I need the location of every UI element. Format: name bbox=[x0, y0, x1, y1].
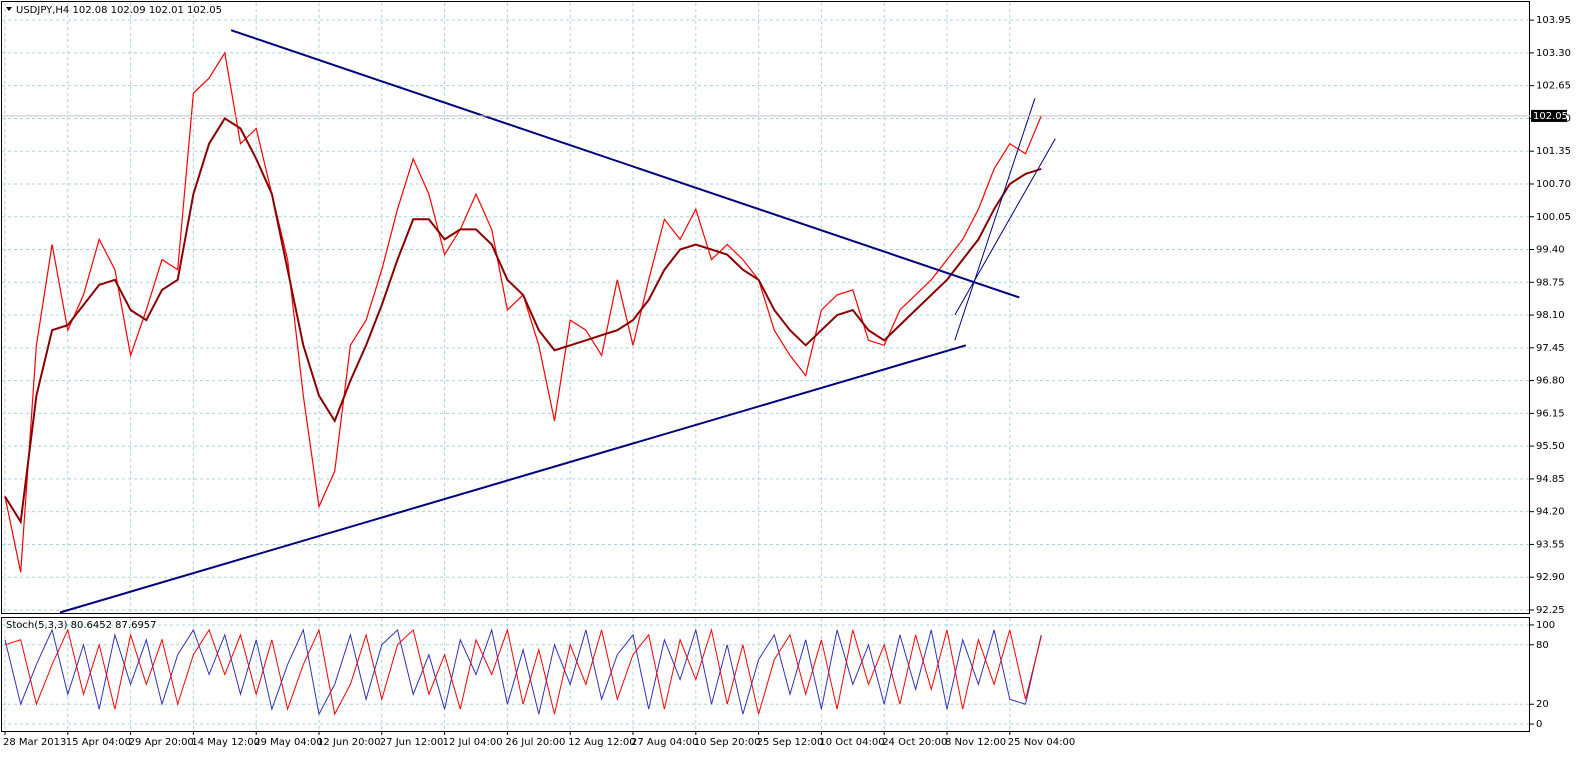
x-tick-label: 29 May 04:00 bbox=[254, 737, 323, 748]
y-tick-label: 95.50 bbox=[1536, 441, 1565, 452]
y-tick-label: 99.40 bbox=[1536, 245, 1565, 256]
y-tick-label: 103.30 bbox=[1536, 48, 1571, 59]
last-price-box bbox=[1531, 109, 1567, 122]
symbol-info: USDJPY,H4 102.08 102.09 102.01 102.05 bbox=[16, 5, 222, 16]
x-tick-label: 29 Apr 20:00 bbox=[129, 737, 194, 748]
x-tick-label: 10 Sep 20:00 bbox=[694, 737, 761, 748]
last-price-label: 102.05 bbox=[1533, 111, 1568, 122]
y-tick-label: 103.95 bbox=[1536, 15, 1571, 26]
series-line bbox=[4, 627, 1042, 716]
y-tick-label: 98.75 bbox=[1536, 277, 1565, 288]
x-tick-label: 25 Nov 04:00 bbox=[1008, 737, 1075, 748]
y-tick-label: 94.20 bbox=[1536, 507, 1565, 518]
y-tick-label: 93.55 bbox=[1536, 539, 1565, 550]
trendline bbox=[230, 29, 1020, 299]
x-tick-label: 8 Nov 12:00 bbox=[945, 737, 1006, 748]
y-tick-label: 92.90 bbox=[1536, 572, 1565, 583]
y-tick-label: 97.45 bbox=[1536, 343, 1565, 354]
y-tick-label: 102.65 bbox=[1536, 81, 1571, 92]
trendline bbox=[954, 138, 1056, 316]
menu-icon[interactable] bbox=[6, 7, 12, 11]
grid bbox=[2, 3, 1530, 731]
main-pane bbox=[1, 1, 1530, 614]
trendline bbox=[954, 98, 1036, 341]
x-tick-label: 28 Mar 2013 bbox=[3, 737, 66, 748]
x-tick-label: 10 Oct 04:00 bbox=[819, 737, 884, 748]
stoch-pane bbox=[1, 617, 1530, 732]
trendline bbox=[59, 344, 967, 614]
stoch-info: Stoch(5,3,3) 80.6452 87.6957 bbox=[6, 620, 157, 631]
y-tick-label: 101.35 bbox=[1536, 146, 1571, 157]
y-tick-label: 80 bbox=[1536, 640, 1549, 651]
x-tick-label: 27 Aug 04:00 bbox=[631, 737, 698, 748]
x-tick-label: 25 Sep 12:00 bbox=[757, 737, 824, 748]
x-tick-label: 14 May 12:00 bbox=[191, 737, 260, 748]
y-tick-label: 20 bbox=[1536, 699, 1549, 710]
x-tick-label: 24 Oct 20:00 bbox=[882, 737, 947, 748]
y-tick-label: 94.85 bbox=[1536, 474, 1565, 485]
y-tick-label: 96.80 bbox=[1536, 376, 1565, 387]
series-line bbox=[4, 627, 1042, 716]
y-tick-label: 96.15 bbox=[1536, 408, 1565, 419]
y-tick-label: 92.25 bbox=[1536, 605, 1565, 616]
y-tick-label: 100 bbox=[1536, 620, 1555, 631]
x-tick-label: 12 Aug 12:00 bbox=[568, 737, 635, 748]
x-tick-label: 15 Apr 04:00 bbox=[66, 737, 131, 748]
x-tick-label: 12 Jun 20:00 bbox=[317, 737, 381, 748]
y-tick-label: 0 bbox=[1536, 719, 1542, 730]
series-line bbox=[4, 117, 1042, 525]
y-tick-label: 100.05 bbox=[1536, 212, 1571, 223]
y-tick-label: 98.10 bbox=[1536, 310, 1565, 321]
y-tick-label: 100.70 bbox=[1536, 179, 1571, 190]
x-tick-label: 27 Jun 12:00 bbox=[380, 737, 444, 748]
x-tick-label: 12 Jul 04:00 bbox=[443, 737, 503, 748]
x-tick-label: 26 Jul 20:00 bbox=[505, 737, 565, 748]
